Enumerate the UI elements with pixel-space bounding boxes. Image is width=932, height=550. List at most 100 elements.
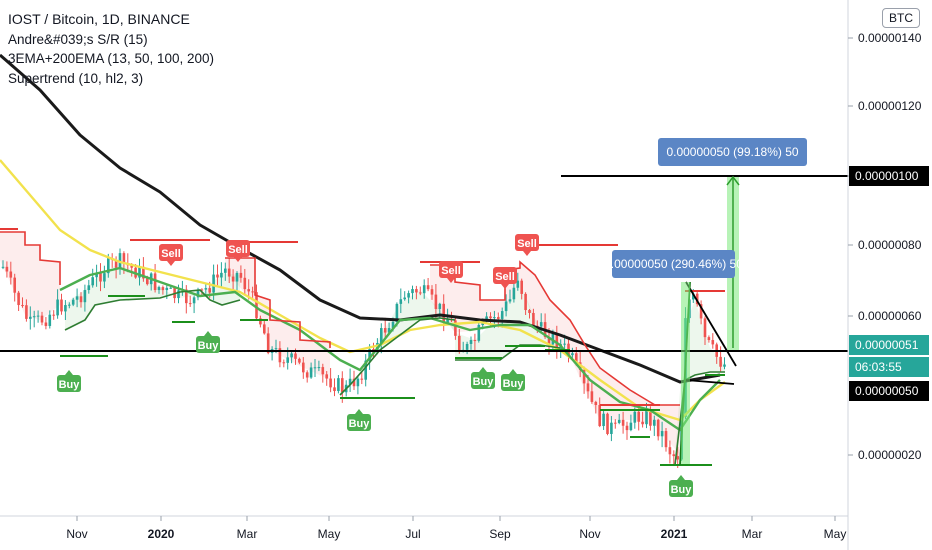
supertrend-green-fill xyxy=(65,262,240,330)
candle-body xyxy=(629,422,633,431)
candle-body xyxy=(387,328,391,333)
candle-body xyxy=(508,299,512,302)
candle-body xyxy=(266,333,270,353)
candle-body xyxy=(161,287,165,291)
candle-body xyxy=(563,343,566,345)
candle-body xyxy=(442,303,445,323)
candle-body xyxy=(48,314,52,326)
candle-body xyxy=(317,367,321,369)
candle-body xyxy=(668,447,672,455)
candle-body xyxy=(617,419,621,423)
price-label-bg xyxy=(849,381,929,401)
candle-body xyxy=(692,293,695,300)
symbol-title[interactable]: IOST / Bitcoin, 1D, BINANCE xyxy=(8,11,190,27)
price-tick-label: 0.00000060 xyxy=(858,309,922,323)
price-label: 06:03:55 xyxy=(855,360,902,374)
candle-body xyxy=(130,265,133,268)
candle-body xyxy=(610,422,613,434)
measure-box-1 xyxy=(681,282,690,464)
buy-signal-bg xyxy=(57,375,81,392)
candle-body xyxy=(91,277,94,286)
measure-label-1-bg xyxy=(612,250,735,278)
candle-body xyxy=(547,337,551,345)
candle-body xyxy=(512,287,516,300)
price-tick-label: 0.00000120 xyxy=(858,99,922,113)
price-label-bg xyxy=(849,357,929,377)
candle-body xyxy=(321,367,325,375)
candle-body xyxy=(500,311,504,319)
candle-body xyxy=(196,289,200,298)
buy-signal-pointer xyxy=(479,367,487,372)
time-tick-label: May xyxy=(824,527,847,541)
candle-body xyxy=(52,314,55,316)
candle-body xyxy=(582,369,586,384)
candle-body xyxy=(329,378,332,388)
candle-body xyxy=(422,285,426,294)
candle-body xyxy=(1,266,5,268)
price-label: 0.00000050 xyxy=(855,384,919,398)
supertrend-green-line xyxy=(64,289,241,331)
candle-body xyxy=(621,419,625,426)
candle-body xyxy=(395,303,399,322)
candle-body xyxy=(305,372,309,378)
sell-signal-label: Sell xyxy=(517,238,537,250)
candle-body xyxy=(469,340,473,344)
price-tick-label: 0.00000080 xyxy=(858,238,922,252)
candle-body xyxy=(231,276,235,282)
supertrend-red-fill xyxy=(0,232,60,321)
measure-label-1: 0.00000050 (290.46%) 50 xyxy=(604,257,743,271)
candle-body xyxy=(302,362,305,373)
candle-body xyxy=(56,299,59,316)
candle-body xyxy=(672,454,676,457)
candle-body xyxy=(368,349,371,361)
candle-body xyxy=(255,292,258,319)
candle-body xyxy=(594,401,598,406)
buy-signal-pointer xyxy=(65,370,73,375)
candle-body xyxy=(664,431,668,448)
candle-body xyxy=(711,340,715,345)
time-tick-label: Sep xyxy=(489,527,511,541)
buy-signal-pointer xyxy=(204,331,212,336)
candle-body xyxy=(220,272,223,278)
candle-body xyxy=(676,456,679,460)
candle-body xyxy=(75,296,79,300)
candle-body xyxy=(641,421,644,425)
candle-body xyxy=(309,367,313,378)
buy-signal-label: Buy xyxy=(671,484,693,496)
candle-body xyxy=(383,328,387,333)
candle-body xyxy=(208,288,211,293)
candle-body xyxy=(524,293,527,311)
indicator-sr[interactable]: Andre&#039;s S/R (15) xyxy=(8,31,148,47)
candle-body xyxy=(239,272,243,278)
buy-signal-label: Buy xyxy=(349,418,371,430)
supertrend-red-line xyxy=(430,260,680,406)
candle-body xyxy=(142,266,145,279)
candle-body xyxy=(454,320,457,336)
candle-body xyxy=(528,310,531,313)
candle-body xyxy=(485,316,488,321)
candle-body xyxy=(625,425,629,431)
candle-body xyxy=(247,289,250,292)
candle-body xyxy=(235,272,239,282)
candle-body xyxy=(79,296,83,303)
indicator-supertrend[interactable]: Supertrend (10, hl2, 3) xyxy=(8,70,144,86)
candle-body xyxy=(251,291,254,293)
wedge-upper-line xyxy=(685,281,737,367)
candle-body xyxy=(606,413,609,434)
currency-badge[interactable]: BTC xyxy=(882,8,920,28)
indicator-ema[interactable]: 3EMA+200EMA (13, 50, 100, 200) xyxy=(8,51,215,66)
wedge-lower-line xyxy=(685,379,735,385)
candle-body xyxy=(83,290,87,303)
sell-signal-pointer xyxy=(167,261,175,266)
candle-body xyxy=(103,273,106,282)
candle-body xyxy=(177,290,180,299)
time-tick-label: Jul xyxy=(405,527,420,541)
candle-body xyxy=(13,277,16,293)
candle-body xyxy=(391,321,395,329)
sell-signal-pointer xyxy=(447,278,455,283)
supertrend-green-line xyxy=(339,317,456,396)
drawings: 0.00000050 (290.46%) 50 0.00000050 (99.18… xyxy=(0,138,848,466)
candle-body xyxy=(87,285,91,291)
